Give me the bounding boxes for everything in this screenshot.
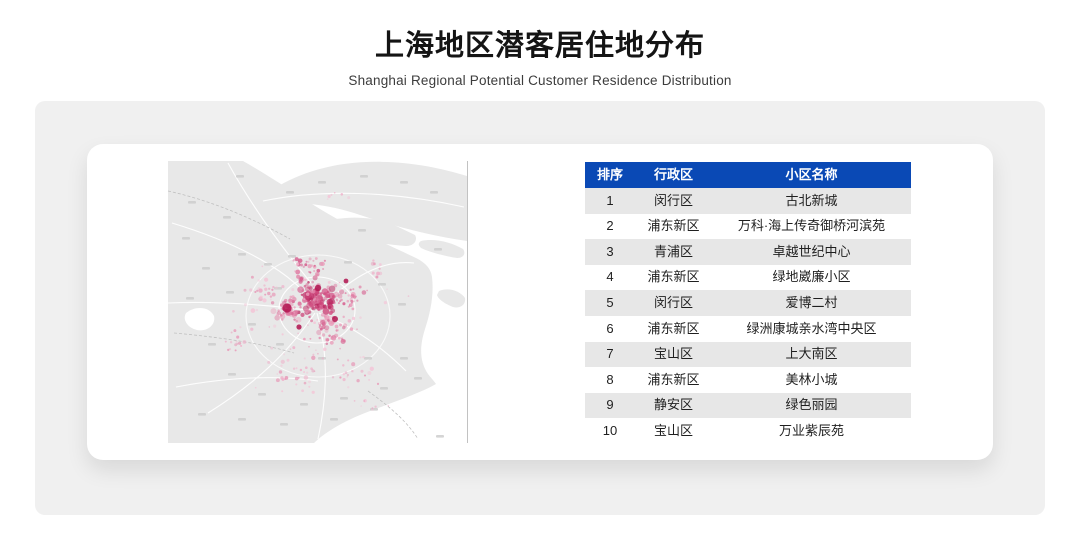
table-cell: 7	[606, 346, 614, 362]
chongming-island-shape	[258, 161, 467, 241]
table-header-cell: 行政区	[653, 166, 693, 182]
table-row: 3 青浦区 卓越世纪中心	[585, 239, 911, 265]
page-subtitle: Shanghai Regional Potential Customer Res…	[348, 73, 732, 88]
table-row: 5 闵行区 爱博二村	[585, 290, 911, 316]
table-header-cell: 排序	[596, 166, 623, 182]
table-cell: 青浦区	[653, 243, 693, 259]
table-cell: 闵行区	[653, 192, 693, 208]
table-body: 1 闵行区 古北新城 2 浦东新区 万科·海上传奇御桥河滨苑 3 青浦区 卓越世纪中心 4 浦东新区…	[585, 188, 911, 444]
title-block: 上海地区潜客居住地分布 Shanghai Regional Potential …	[0, 22, 1080, 88]
table-cell: 静安区	[653, 397, 693, 413]
content-card: 排序 行政区 小区名称 1 闵行区 古北新城 2 浦东新区 万科·海上传奇御桥河滨苑 3 青浦区 卓…	[87, 144, 993, 460]
table-header-row: 排序 行政区 小区名称	[585, 162, 911, 188]
table-cell: 万业紫辰苑	[778, 422, 844, 438]
mainland-shape	[168, 161, 436, 443]
table-cell: 绿地崴廉小区	[772, 269, 851, 285]
table-header-cell: 小区名称	[785, 166, 838, 182]
table-cell: 2	[606, 218, 614, 234]
map-svg	[168, 161, 467, 443]
table-cell: 浦东新区	[647, 269, 700, 285]
table-row: 6 浦东新区 绿洲康城亲水湾中央区	[585, 315, 911, 342]
ranking-table: 排序 行政区 小区名称 1 闵行区 古北新城 2 浦东新区 万科·海上传奇御桥河滨苑 3 青浦区 卓…	[585, 162, 911, 444]
table-cell: 浦东新区	[647, 320, 700, 336]
table-cell: 美林小城	[785, 371, 838, 387]
table-cell: 4	[606, 269, 614, 285]
table-row: 4 浦东新区 绿地崴廉小区	[585, 264, 911, 291]
table-cell: 6	[606, 320, 614, 336]
table-cell: 9	[606, 397, 614, 413]
table-row: 1 闵行区 古北新城	[585, 188, 911, 214]
dianshan-lake	[184, 307, 215, 331]
table-cell: 闵行区	[653, 295, 693, 311]
table-cell: 爱博二村	[785, 295, 838, 311]
table-cell: 8	[606, 371, 614, 387]
table-row: 9 静安区 绿色丽园	[585, 392, 911, 419]
map-label-marks	[182, 175, 444, 438]
table-cell: 10	[602, 422, 618, 438]
table-cell: 浦东新区	[647, 371, 700, 387]
table-cell: 上大南区	[785, 346, 838, 362]
shoal-island-shape	[437, 289, 466, 308]
table-cell: 绿色丽园	[785, 397, 838, 413]
page-title: 上海地区潜客居住地分布	[374, 30, 705, 62]
changxing-island-shape	[314, 217, 416, 246]
table-row: 7 宝山区 上大南区	[585, 341, 911, 368]
map-rail-lines	[168, 190, 419, 440]
shanghai-density-map	[168, 161, 468, 443]
table-cell: 1	[606, 192, 614, 208]
table-cell: 卓越世纪中心	[772, 243, 851, 259]
table-cell: 浦东新区	[647, 218, 700, 234]
table-row: 10 宝山区 万业紫辰苑	[585, 418, 911, 444]
table-cell: 万科·海上传奇御桥河滨苑	[737, 218, 886, 234]
table-cell: 宝山区	[653, 422, 693, 438]
table-row: 2 浦东新区 万科·海上传奇御桥河滨苑	[585, 213, 911, 240]
table-cell: 宝山区	[653, 346, 693, 362]
table-cell: 古北新城	[785, 192, 838, 208]
map-density-dots	[224, 191, 410, 411]
table-cell: 5	[606, 295, 614, 311]
table-cell: 绿洲康城亲水湾中央区	[746, 320, 877, 336]
table-cell: 3	[606, 243, 614, 259]
table-row: 8 浦东新区 美林小城	[585, 367, 911, 393]
